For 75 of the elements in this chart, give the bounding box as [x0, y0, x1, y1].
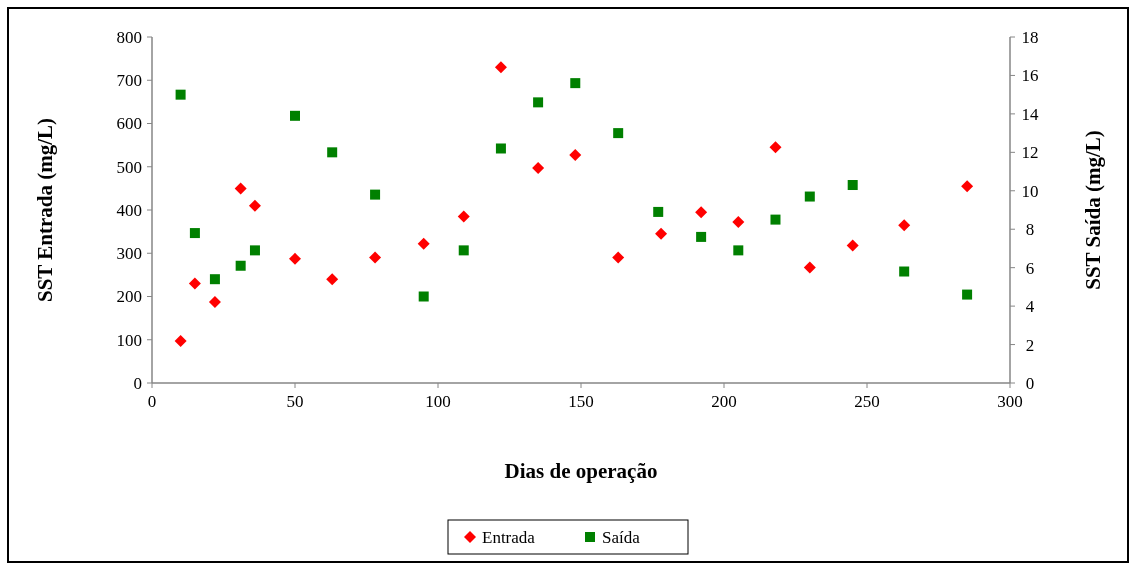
point — [174, 335, 187, 348]
y-tick-label: 400 — [116, 200, 142, 220]
x-tick-label: 0 — [147, 392, 157, 411]
point — [289, 252, 301, 265]
point — [803, 261, 816, 274]
y2-tick-label: 4 — [1025, 297, 1035, 317]
point — [569, 149, 582, 162]
point — [847, 180, 858, 191]
point — [234, 182, 247, 195]
point — [208, 296, 221, 309]
point — [189, 228, 200, 239]
point — [457, 210, 470, 223]
point — [209, 274, 220, 285]
point — [175, 89, 186, 100]
point — [290, 110, 300, 121]
x-tick-label: 150 — [568, 392, 594, 411]
y-tick-label: 600 — [116, 114, 142, 134]
point — [532, 162, 545, 175]
point — [696, 231, 707, 242]
point — [370, 189, 381, 200]
point — [570, 78, 581, 89]
y-tick-label: 200 — [116, 287, 142, 307]
point — [770, 214, 781, 225]
point — [655, 227, 668, 240]
point — [962, 289, 973, 300]
x-tick-label: 250 — [854, 392, 880, 411]
y2-tick-label: 18 — [1021, 27, 1039, 47]
y2-tick-label: 12 — [1021, 143, 1039, 163]
point — [326, 273, 339, 286]
y2-tick-label: 16 — [1021, 66, 1039, 86]
point — [961, 180, 974, 193]
point — [235, 260, 246, 271]
point — [188, 277, 201, 290]
point — [249, 245, 260, 256]
point — [417, 237, 430, 250]
y2-tick-label: 0 — [1025, 373, 1035, 393]
point — [418, 291, 429, 302]
legend-label: Saída — [602, 527, 641, 547]
x-tick-label: 300 — [997, 392, 1023, 411]
point — [732, 216, 745, 229]
point — [494, 61, 507, 74]
y-tick-label: 0 — [133, 373, 142, 393]
legend-label: Entrada — [482, 527, 536, 547]
y-tick-label: 500 — [116, 157, 142, 177]
y2-tick-label: 8 — [1025, 220, 1035, 240]
point — [327, 147, 338, 158]
point — [495, 143, 506, 154]
point — [533, 97, 544, 108]
y-tick-label: 300 — [116, 244, 142, 264]
point — [369, 251, 382, 264]
y2-axis-title: SST Saída (mg/L) — [1081, 130, 1105, 290]
point — [458, 245, 469, 256]
point — [898, 219, 911, 232]
x-tick-label: 50 — [286, 392, 304, 411]
y2-tick-label: 6 — [1025, 258, 1035, 278]
point — [695, 206, 708, 219]
point — [612, 251, 625, 264]
x-tick-label: 200 — [711, 392, 737, 411]
x-tick-label: 100 — [425, 392, 451, 411]
y-tick-label: 800 — [116, 27, 142, 47]
y2-tick-label: 2 — [1025, 335, 1035, 355]
point — [899, 266, 910, 277]
y-tick-label: 700 — [116, 71, 142, 91]
y-tick-label: 100 — [116, 330, 142, 350]
y2-tick-label: 10 — [1021, 181, 1039, 201]
point — [733, 245, 744, 256]
point — [846, 239, 859, 252]
point — [248, 199, 261, 212]
y-axis-title: SST Entrada (mg/L) — [33, 118, 57, 302]
point — [613, 128, 624, 139]
x-axis-title: Dias de operação — [504, 459, 658, 483]
y2-tick-label: 14 — [1021, 104, 1039, 124]
point — [769, 141, 782, 154]
point — [804, 191, 815, 202]
point — [653, 206, 664, 217]
